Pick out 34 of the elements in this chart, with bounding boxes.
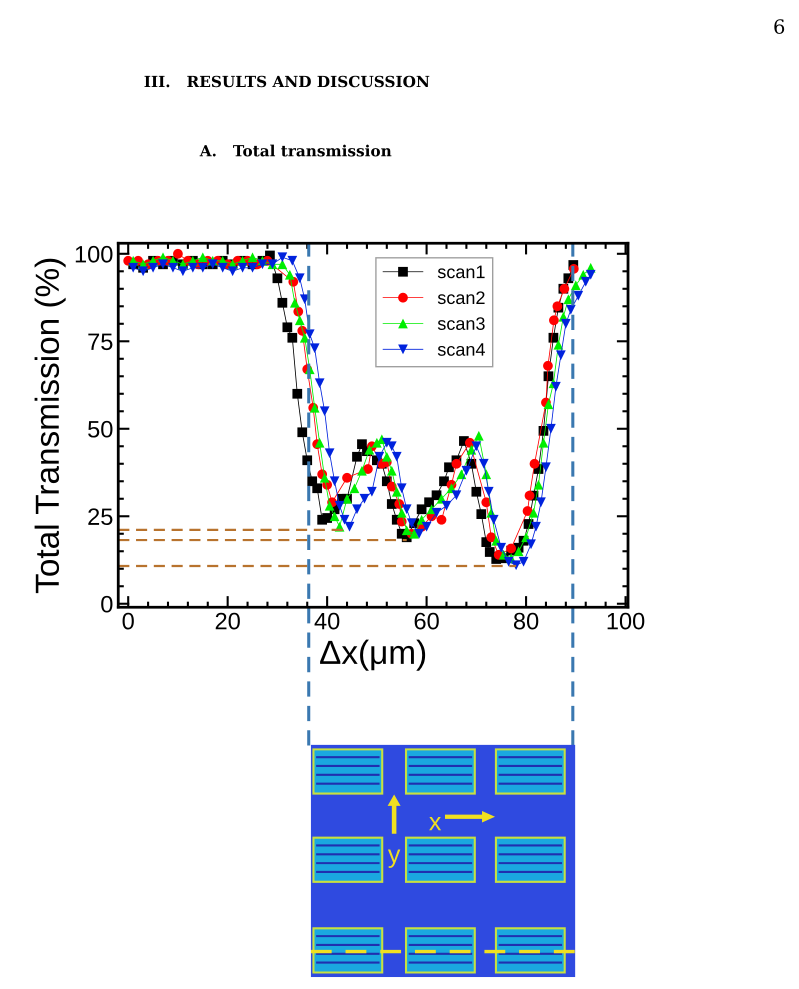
point [173,248,183,259]
legend-label: scan4 [438,343,485,356]
y-tick-label: 50 [88,420,112,438]
text: III. RESULTS AND DISCUSSION [144,76,430,88]
x-tick-label: 40 [314,612,340,630]
y-tick-label: 25 [88,508,112,526]
x-tick-label: 80 [514,612,538,630]
legend-label: scan2 [438,291,485,304]
y-tick-label: 100 [76,246,112,263]
point [549,315,559,326]
y-tick-label: 0 [101,596,112,613]
x-tick-label: 0 [122,612,134,630]
point [386,482,397,492]
legend-label: scan3 [438,317,485,330]
point [342,472,352,483]
point [530,458,540,469]
point [522,506,532,516]
point [543,360,553,371]
point [486,532,496,542]
x-axis-title: Δx(μm) [320,640,426,671]
y-axis-title: Total Transmission (%) [34,258,66,594]
point [524,490,534,500]
x-tick-label: 100 [608,612,644,630]
point [363,464,373,474]
text: x [429,816,442,830]
text: y [388,850,400,868]
point [436,514,446,525]
x-tick-label: 20 [216,612,240,630]
text: 6 [774,19,784,34]
text: A. Total transmission [200,144,392,156]
y-tick-label: 75 [88,334,112,350]
x-tick-label: 60 [414,612,439,630]
legend-label: scan1 [438,266,485,278]
point [452,458,462,469]
